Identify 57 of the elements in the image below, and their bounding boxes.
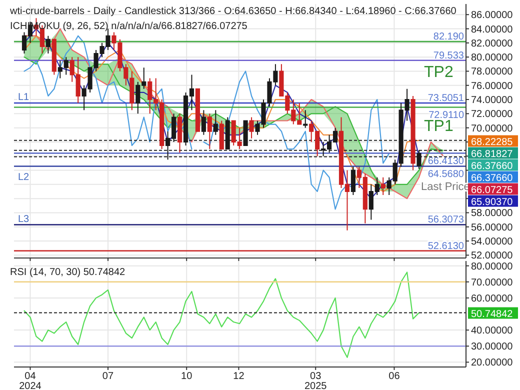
x-tick-label: 12 <box>233 371 245 382</box>
x-tick-label: 06 <box>388 371 400 382</box>
text: 66.07275 <box>471 185 514 196</box>
text: 65.90370 <box>471 197 514 208</box>
ref-line-label: 52.6130 <box>428 240 464 252</box>
candlestick <box>410 95 416 171</box>
candlestick <box>303 110 308 128</box>
y-tick-label: 56.00000 <box>471 222 514 234</box>
ref-line-label: 66.4130 <box>428 156 464 168</box>
text: 66.37660 <box>471 173 514 184</box>
text: RSI (14, 70, 30) 50.74842 <box>10 267 126 278</box>
annotation: L2 <box>18 172 30 183</box>
text: 50.74842 <box>471 309 514 320</box>
ref-line-label: 82.190 <box>433 32 464 43</box>
annotation: TP2 <box>424 64 454 81</box>
y-tick-label: 70.00000 <box>471 123 514 134</box>
text: 66.37660 <box>471 161 514 172</box>
candlestick <box>249 116 254 139</box>
y-tick-label: 72.00000 <box>471 109 514 120</box>
candlestick <box>219 120 224 150</box>
y-tick-label: 82.00000 <box>471 38 514 50</box>
x-tick-label: 07 <box>102 371 114 382</box>
y-tick-label: 74.00000 <box>471 95 514 106</box>
y-tick-label: 80.00000 <box>471 261 514 272</box>
ref-line-label: 56.3073 <box>428 214 464 226</box>
y-tick-label: 20.00000 <box>471 358 514 369</box>
y-tick-label: 30.00000 <box>471 342 514 353</box>
y-tick-label: 78.00000 <box>471 66 514 78</box>
candlestick <box>201 110 206 136</box>
x-tick-label: 04 2024 <box>19 371 42 390</box>
y-tick-label: 86.00000 <box>471 10 514 22</box>
y-tick-label: 70.00000 <box>471 277 514 288</box>
y-tick-label: 54.00000 <box>471 236 514 248</box>
y-tick-label: 76.00000 <box>471 80 514 92</box>
candlestick <box>350 166 356 196</box>
candlestick <box>207 113 212 150</box>
y-tick-label: 60.00000 <box>471 293 514 304</box>
ref-line-label: 64.5680 <box>428 169 464 180</box>
x-tick-label: 10 <box>181 371 193 382</box>
chart-title: wti-crude-barrels - Daily - Candlestick 313/366 - O:64.63650 - H:66.84340 - L:64.18960 - C:66.37660 <box>9 6 457 17</box>
y-tick-label: 58.00000 <box>471 208 514 220</box>
candlestick <box>380 176 386 196</box>
candlestick <box>52 38 56 76</box>
annotation: L1 <box>18 92 30 103</box>
candlestick <box>46 35 50 54</box>
candlestick <box>213 110 218 136</box>
y-tick-label: 52.00000 <box>471 250 514 262</box>
ref-line-label: 79.533 <box>433 50 464 62</box>
y-tick-label: 40.00000 <box>471 326 514 337</box>
annotation: L3 <box>18 214 30 225</box>
x-tick-label: 03 2025 <box>304 371 328 390</box>
candlestick <box>177 113 182 154</box>
text: 68.22285 <box>471 137 514 148</box>
ref-line-label: 73.5051 <box>428 93 464 104</box>
text: 66.81827 <box>471 149 514 160</box>
y-tick-label: 84.00000 <box>471 24 514 36</box>
y-tick-label: 80.00000 <box>471 52 514 64</box>
